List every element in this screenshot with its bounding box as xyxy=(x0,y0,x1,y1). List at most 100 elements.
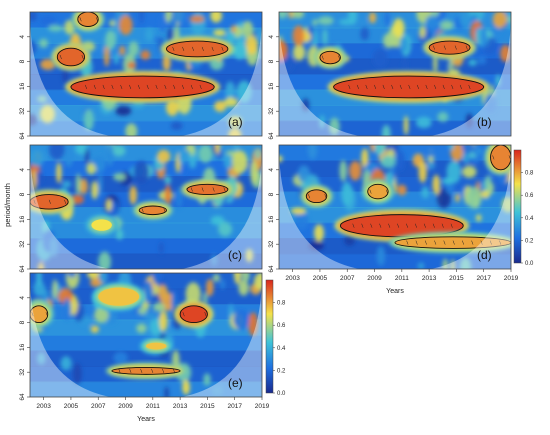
cone-of-influence xyxy=(279,12,511,136)
power-blob xyxy=(390,163,396,180)
significance-contour xyxy=(70,75,215,99)
power-blob xyxy=(245,35,258,55)
phase-arrow xyxy=(93,84,96,90)
power-blob xyxy=(158,284,168,302)
power-blob xyxy=(241,273,250,282)
phase-arrow xyxy=(454,45,457,50)
power-blob xyxy=(322,28,328,45)
power-blob xyxy=(113,173,126,181)
power-blob xyxy=(501,196,511,213)
y-tick-label: 16 xyxy=(19,343,26,351)
panel-label: (d) xyxy=(477,248,492,262)
power-blob xyxy=(293,44,306,61)
significance-contour xyxy=(490,145,511,171)
power-blob xyxy=(79,178,88,195)
phase-arrow xyxy=(385,189,388,194)
power-blob xyxy=(166,99,179,116)
power-blob xyxy=(40,59,56,70)
x-tick-label: 2015 xyxy=(449,275,464,282)
power-blob xyxy=(64,19,75,35)
y-tick-label: 8 xyxy=(19,59,26,63)
region-core xyxy=(319,51,341,64)
heatmap-band xyxy=(30,350,262,367)
power-blob xyxy=(223,153,233,170)
colorbar-tick-label: 0.0 xyxy=(525,261,534,267)
power-blob xyxy=(374,145,386,156)
power-blob xyxy=(104,45,110,67)
power-blob xyxy=(403,115,409,136)
plot-frame xyxy=(29,11,263,137)
y-tick-label: 4 xyxy=(19,168,26,172)
x-axis-label: Years xyxy=(137,416,155,423)
power-blob xyxy=(294,211,309,231)
power-blob xyxy=(233,309,250,330)
heatmap-band xyxy=(30,253,262,269)
phase-arrow xyxy=(201,187,204,192)
power-blob xyxy=(125,123,138,136)
phase-arrow xyxy=(102,84,105,90)
power-blob xyxy=(436,188,451,209)
y-axis-label: period/month xyxy=(3,183,12,227)
phase-arrow xyxy=(151,368,154,373)
phase-arrow xyxy=(432,223,435,228)
phase-arrow xyxy=(459,84,462,90)
phase-arrow xyxy=(382,84,385,90)
phase-arrow xyxy=(48,199,51,204)
power-blob xyxy=(113,351,128,364)
power-blob xyxy=(220,279,225,290)
phase-arrow xyxy=(415,240,418,245)
x-tick-label: 2009 xyxy=(118,403,133,410)
power-blob xyxy=(473,146,480,156)
power-blob xyxy=(75,145,88,155)
x-tick-label: 2007 xyxy=(91,403,106,410)
significance-contour xyxy=(428,40,471,55)
phase-arrow xyxy=(182,312,185,317)
phase-arrow xyxy=(399,84,402,90)
phase-arrow xyxy=(95,17,98,22)
power-blob xyxy=(145,27,154,42)
power-blob xyxy=(258,32,262,39)
phase-arrow xyxy=(137,84,140,90)
power-blob xyxy=(338,18,355,26)
phase-arrow xyxy=(33,199,36,204)
phase-arrow xyxy=(452,240,455,245)
phase-arrow xyxy=(338,55,341,60)
phase-arrow xyxy=(223,187,226,192)
power-blob xyxy=(475,214,482,222)
y-tick-label: 64 xyxy=(268,265,275,273)
power-blob xyxy=(314,224,324,242)
power-blob xyxy=(248,312,258,336)
power-blob xyxy=(181,165,187,176)
power-blob xyxy=(210,12,223,23)
power-blob xyxy=(213,29,226,37)
phase-arrow xyxy=(391,84,394,90)
power-blob xyxy=(98,172,103,197)
power-blob xyxy=(399,36,409,53)
phase-arrow xyxy=(163,208,166,213)
power-blob xyxy=(178,149,187,166)
power-blob xyxy=(442,258,448,269)
power-blob xyxy=(279,155,283,163)
power-blob xyxy=(138,307,147,315)
region-core xyxy=(186,184,228,195)
significance-contour xyxy=(367,183,389,200)
colorbar-tick-label: 0.0 xyxy=(277,391,286,397)
power-blob xyxy=(210,215,225,226)
phase-arrow xyxy=(379,223,382,228)
power-blob xyxy=(190,12,207,35)
power-blob xyxy=(157,149,171,164)
power-blob xyxy=(384,12,390,27)
phase-arrow xyxy=(408,84,411,90)
power-blob xyxy=(34,171,44,185)
cone-of-influence xyxy=(30,145,262,269)
phase-arrow xyxy=(201,46,204,52)
power-blob xyxy=(433,52,438,74)
phase-arrow xyxy=(172,46,175,52)
power-blob xyxy=(83,109,94,131)
region-core xyxy=(70,76,215,98)
power-blob xyxy=(440,20,454,30)
phase-arrow xyxy=(85,84,88,90)
phase-arrow xyxy=(443,45,446,50)
power-blob xyxy=(106,199,112,212)
power-blob xyxy=(488,182,494,195)
